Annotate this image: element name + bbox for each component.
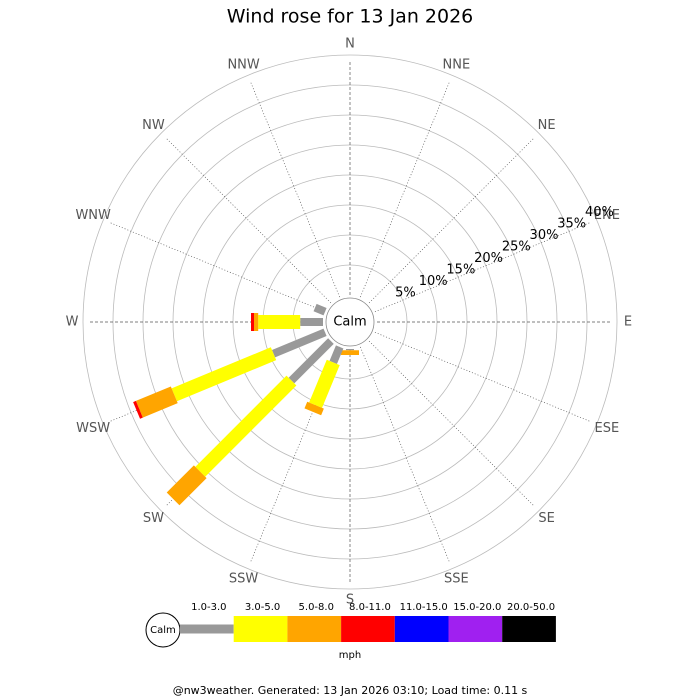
legend-calm-label: Calm xyxy=(150,625,176,636)
direction-label: WNW xyxy=(75,208,111,223)
legend-swatch xyxy=(233,616,288,642)
ring-label: 15% xyxy=(446,263,475,278)
legend-swatch xyxy=(502,616,556,642)
direction-label: NW xyxy=(142,118,165,133)
bar-segment xyxy=(171,347,277,402)
bar-segment xyxy=(288,338,334,384)
radial-line xyxy=(374,332,592,423)
direction-label: WSW xyxy=(76,421,110,436)
direction-label: SW xyxy=(143,511,164,526)
ring-label: 20% xyxy=(474,251,503,266)
calm-circle xyxy=(325,297,375,347)
radial-line xyxy=(108,221,326,312)
chart-title: Wind rose for 13 Jan 2026 xyxy=(227,6,474,28)
ring-label: 30% xyxy=(530,228,559,243)
calm-label: Calm xyxy=(333,315,366,330)
bar-segment xyxy=(166,465,207,506)
direction-label: SSW xyxy=(229,571,259,586)
direction-label: SE xyxy=(538,511,554,526)
bar-segment xyxy=(135,386,178,418)
direction-label: E xyxy=(624,315,632,330)
legend-label: 1.0-3.0 xyxy=(191,602,226,613)
footer: @nw3weather. Generated: 13 Jan 2026 03:1… xyxy=(173,684,528,697)
legend-unit: mph xyxy=(339,650,361,661)
ring xyxy=(82,54,618,590)
legend-label: 3.0-5.0 xyxy=(245,602,280,613)
legend-label: 15.0-20.0 xyxy=(453,602,501,613)
direction-label: N xyxy=(345,37,355,52)
direction-label: NNE xyxy=(443,58,471,73)
legend-swatch xyxy=(448,616,503,642)
radial-line xyxy=(165,137,332,304)
direction-label: SSE xyxy=(444,571,469,586)
ring-label: 10% xyxy=(419,274,448,289)
bar-segment xyxy=(329,345,344,364)
ring-label: 25% xyxy=(502,240,531,255)
bar-segment xyxy=(195,375,297,477)
bar-segment xyxy=(309,359,340,408)
radial-line xyxy=(368,137,535,304)
legend-label: 8.0-11.0 xyxy=(349,602,391,613)
bar-segment xyxy=(304,401,324,416)
direction-label: NNW xyxy=(227,58,259,73)
ring-label: 5% xyxy=(395,286,416,301)
ring-label: 40% xyxy=(585,205,614,220)
direction-label: ESE xyxy=(594,421,619,436)
direction-label: ENE xyxy=(594,208,620,223)
legend-swatch xyxy=(341,616,395,642)
legend-swatch xyxy=(180,624,234,634)
legend-swatch xyxy=(394,616,449,642)
bar-segment xyxy=(313,303,327,316)
radial-line xyxy=(360,346,451,564)
legend-label: 5.0-8.0 xyxy=(299,602,334,613)
legend-label: 20.0-50.0 xyxy=(507,602,555,613)
bar-segment xyxy=(271,328,327,358)
radial-line xyxy=(374,221,592,312)
direction-label: NE xyxy=(538,118,556,133)
radial-line xyxy=(360,80,451,298)
radial-line xyxy=(249,80,340,298)
direction-label: W xyxy=(66,315,79,330)
legend-swatch xyxy=(287,616,342,642)
direction-label: S xyxy=(346,593,354,608)
ring-label: 35% xyxy=(557,217,586,232)
radial-line xyxy=(368,340,535,507)
legend-label: 11.0-15.0 xyxy=(400,602,448,613)
bar-segment xyxy=(133,400,143,419)
